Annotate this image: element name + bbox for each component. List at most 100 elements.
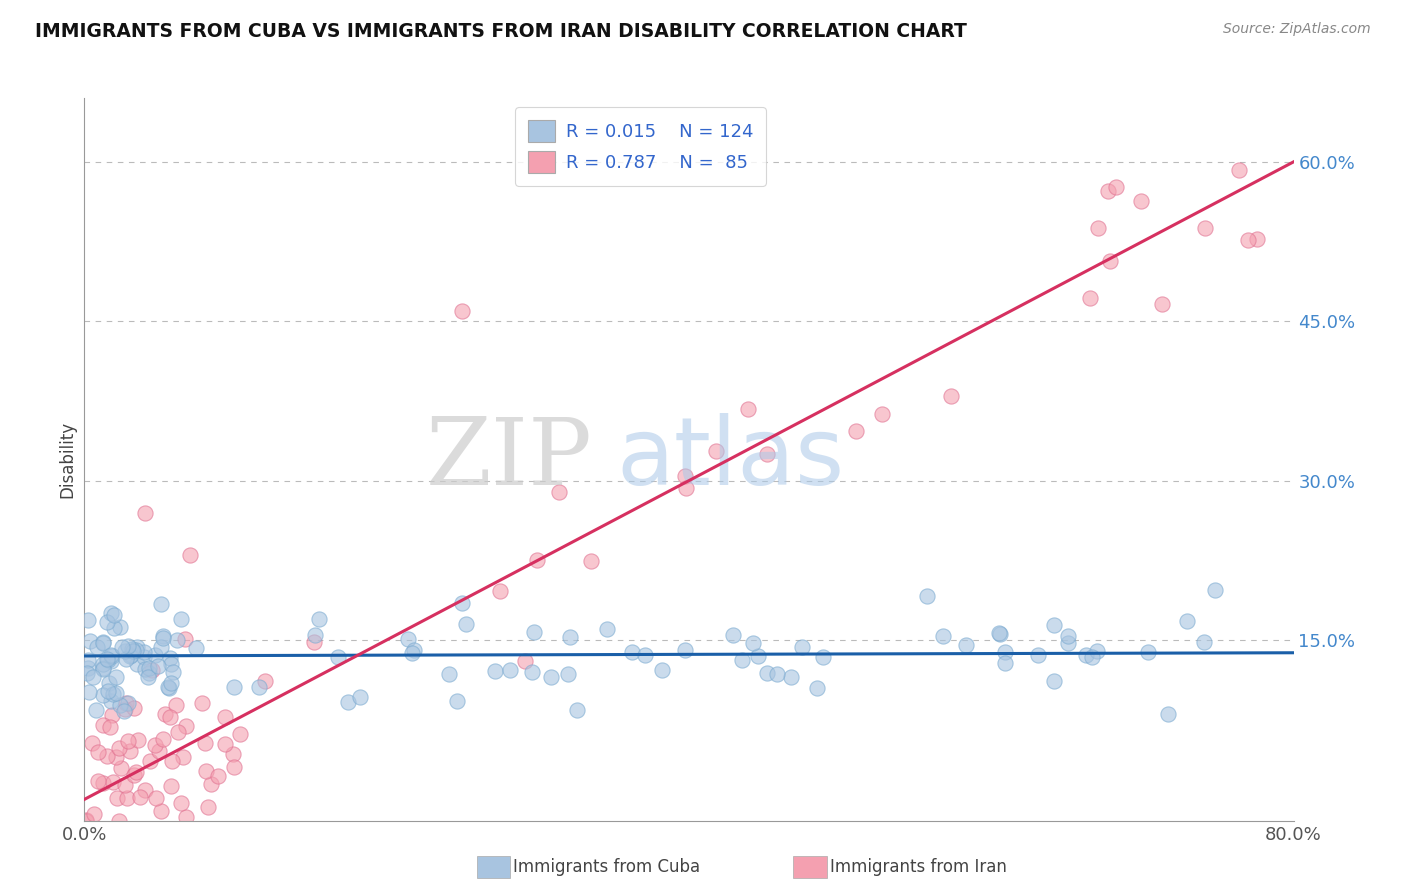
Point xyxy=(160,780,183,794)
Point xyxy=(222,760,245,774)
Point xyxy=(308,612,330,626)
Point xyxy=(87,745,110,759)
Point xyxy=(451,303,474,318)
Point xyxy=(173,749,195,764)
Point xyxy=(1136,644,1159,658)
Point xyxy=(96,749,118,764)
Point xyxy=(987,626,1010,640)
Point xyxy=(98,720,121,734)
Point xyxy=(108,698,131,712)
Point xyxy=(101,649,124,664)
Point xyxy=(165,698,187,713)
Point xyxy=(200,777,222,791)
Point xyxy=(1087,220,1109,235)
Point xyxy=(499,663,522,677)
Point xyxy=(336,695,359,709)
Point xyxy=(721,627,744,641)
Point xyxy=(111,640,134,655)
Point xyxy=(152,631,174,645)
Point xyxy=(91,776,114,790)
Point xyxy=(621,645,644,659)
Point xyxy=(326,650,349,665)
Text: Immigrants from Cuba: Immigrants from Cuba xyxy=(513,858,700,876)
Point xyxy=(91,718,114,732)
Point xyxy=(166,633,188,648)
Point xyxy=(456,617,478,632)
Text: ZIP: ZIP xyxy=(426,415,592,504)
Point xyxy=(160,755,183,769)
Point xyxy=(77,653,100,667)
Point xyxy=(100,654,122,668)
Point xyxy=(214,737,236,751)
Text: Immigrants from Iran: Immigrants from Iran xyxy=(830,858,1007,876)
Point xyxy=(1057,629,1080,643)
Point xyxy=(152,629,174,643)
Point xyxy=(134,506,156,520)
Point xyxy=(115,790,138,805)
Point xyxy=(994,656,1017,670)
Point xyxy=(731,652,754,666)
Point xyxy=(1043,674,1066,689)
Point xyxy=(121,644,143,658)
Point xyxy=(579,554,602,568)
Point xyxy=(673,643,696,657)
Point xyxy=(139,754,162,768)
Point xyxy=(1204,583,1226,598)
Point xyxy=(122,701,145,715)
Point xyxy=(114,696,136,710)
Point xyxy=(132,645,155,659)
Point xyxy=(229,727,252,741)
Point xyxy=(82,670,104,684)
Point xyxy=(117,734,139,748)
Point xyxy=(79,633,101,648)
Point xyxy=(222,747,245,762)
Point xyxy=(1246,231,1268,245)
Text: Source: ZipAtlas.com: Source: ZipAtlas.com xyxy=(1223,22,1371,37)
Point xyxy=(159,710,181,724)
Point xyxy=(955,638,977,652)
Point xyxy=(224,680,246,694)
Point xyxy=(806,681,828,695)
Point xyxy=(93,635,115,649)
Point xyxy=(141,663,163,677)
Point xyxy=(523,624,546,639)
Point xyxy=(104,749,127,764)
Point xyxy=(174,719,197,733)
Point xyxy=(150,597,173,611)
Point xyxy=(170,797,193,811)
Point xyxy=(159,651,181,665)
Point xyxy=(91,636,114,650)
Point xyxy=(404,643,426,657)
Point xyxy=(254,673,277,688)
Point xyxy=(747,649,769,664)
Point xyxy=(157,681,180,695)
Point xyxy=(110,761,132,775)
Point xyxy=(96,615,118,630)
Point xyxy=(136,670,159,684)
Point xyxy=(107,814,129,828)
Point xyxy=(1227,163,1250,178)
Point xyxy=(108,619,131,633)
Point xyxy=(988,626,1011,640)
Point xyxy=(138,665,160,680)
Point xyxy=(176,810,198,824)
Point xyxy=(437,666,460,681)
Point xyxy=(766,666,789,681)
Point xyxy=(145,791,167,805)
Point xyxy=(118,744,141,758)
Point xyxy=(138,661,160,675)
Point xyxy=(114,701,136,715)
Point xyxy=(184,640,207,655)
Point xyxy=(149,640,172,654)
Point xyxy=(557,667,579,681)
Point xyxy=(148,744,170,758)
Point xyxy=(125,642,148,657)
Point xyxy=(128,790,150,805)
Point xyxy=(103,621,125,635)
Point xyxy=(120,649,142,664)
Point xyxy=(1156,707,1178,722)
Point xyxy=(489,583,512,598)
Point xyxy=(1043,618,1066,632)
Point xyxy=(101,708,124,723)
Point xyxy=(162,665,184,679)
